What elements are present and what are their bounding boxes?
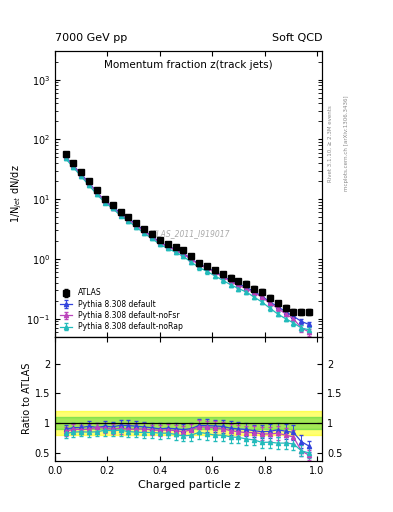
X-axis label: Charged particle z: Charged particle z [138,480,240,490]
Legend: ATLAS, Pythia 8.308 default, Pythia 8.308 default-noFsr, Pythia 8.308 default-no: ATLAS, Pythia 8.308 default, Pythia 8.30… [59,287,184,333]
Y-axis label: 1/N$_{jet}$ dN/dz: 1/N$_{jet}$ dN/dz [9,165,24,223]
Text: Soft QCD: Soft QCD [272,33,322,42]
Text: Rivet 3.1.10, ≥ 2.3M events: Rivet 3.1.10, ≥ 2.3M events [328,105,333,182]
Text: mcplots.cern.ch [arXiv:1306.3436]: mcplots.cern.ch [arXiv:1306.3436] [344,96,349,191]
Bar [55,411,322,435]
Text: Momentum fraction z(track jets): Momentum fraction z(track jets) [104,60,273,70]
Bar [55,417,322,429]
Y-axis label: Ratio to ATLAS: Ratio to ATLAS [22,363,32,434]
Text: 7000 GeV pp: 7000 GeV pp [55,33,127,42]
Text: ATLAS_2011_I919017: ATLAS_2011_I919017 [147,229,230,239]
